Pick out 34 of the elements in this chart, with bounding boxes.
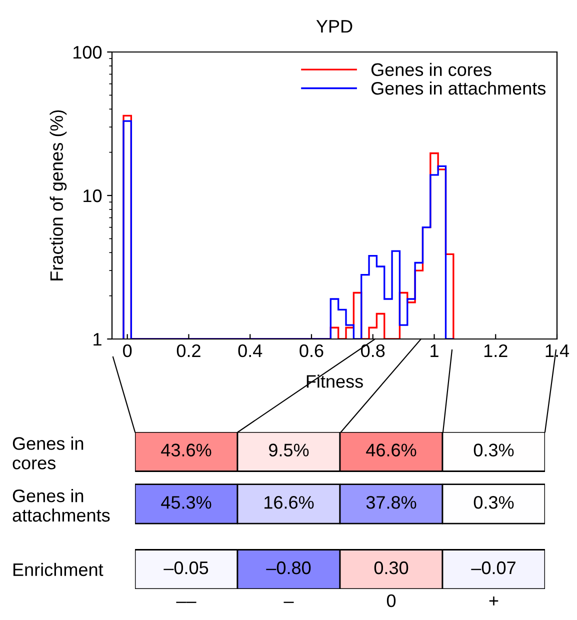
x-tick-label: 0.8: [361, 344, 385, 358]
y-tick-label: 100: [74, 46, 102, 59]
data-label: 37.8%: [366, 496, 416, 509]
y-axis-title: Fraction of genes (%): [50, 110, 67, 280]
x-tick-label: 1.4: [546, 344, 570, 357]
legend-label: Genes in attachments: [371, 81, 546, 95]
x-tick-label: +: [489, 596, 498, 606]
y-tick-label: 1: [94, 333, 102, 346]
data-label: 9.5%: [269, 444, 309, 456]
x-tick-label: 1: [430, 344, 438, 357]
x-tick-label: 0: [386, 594, 396, 608]
data-label: 45.3%: [161, 496, 212, 509]
x-tick-label: 0.2: [176, 344, 200, 358]
legend-label: Genes in cores: [371, 62, 492, 76]
data-label: 16.6%: [264, 496, 314, 509]
x-tick-label: 0.4: [238, 344, 262, 358]
data-label: –0.05: [164, 561, 208, 574]
y-tick-label: Genes in attachments: [12, 489, 110, 522]
data-label: 46.6%: [366, 444, 416, 456]
x-tick-label: 0: [123, 344, 132, 358]
chart-title: YPD: [316, 20, 352, 33]
x-tick-label: 1.2: [484, 344, 508, 357]
data-label: 0.3%: [474, 444, 514, 456]
x-tick-label: ––: [176, 602, 196, 603]
y-tick-label: 10: [84, 189, 102, 202]
x-tick-label: 0.6: [300, 344, 324, 358]
data-label: 0.3%: [474, 496, 514, 509]
data-label: 43.6%: [161, 444, 212, 456]
data-label: 0.30: [374, 561, 408, 574]
data-label: –0.80: [266, 561, 311, 574]
y-tick-label: Genes in cores: [12, 436, 84, 470]
data-label: –0.07: [471, 561, 516, 574]
x-tick-label: –: [284, 602, 294, 603]
y-tick-label: Enrichment: [13, 562, 104, 576]
